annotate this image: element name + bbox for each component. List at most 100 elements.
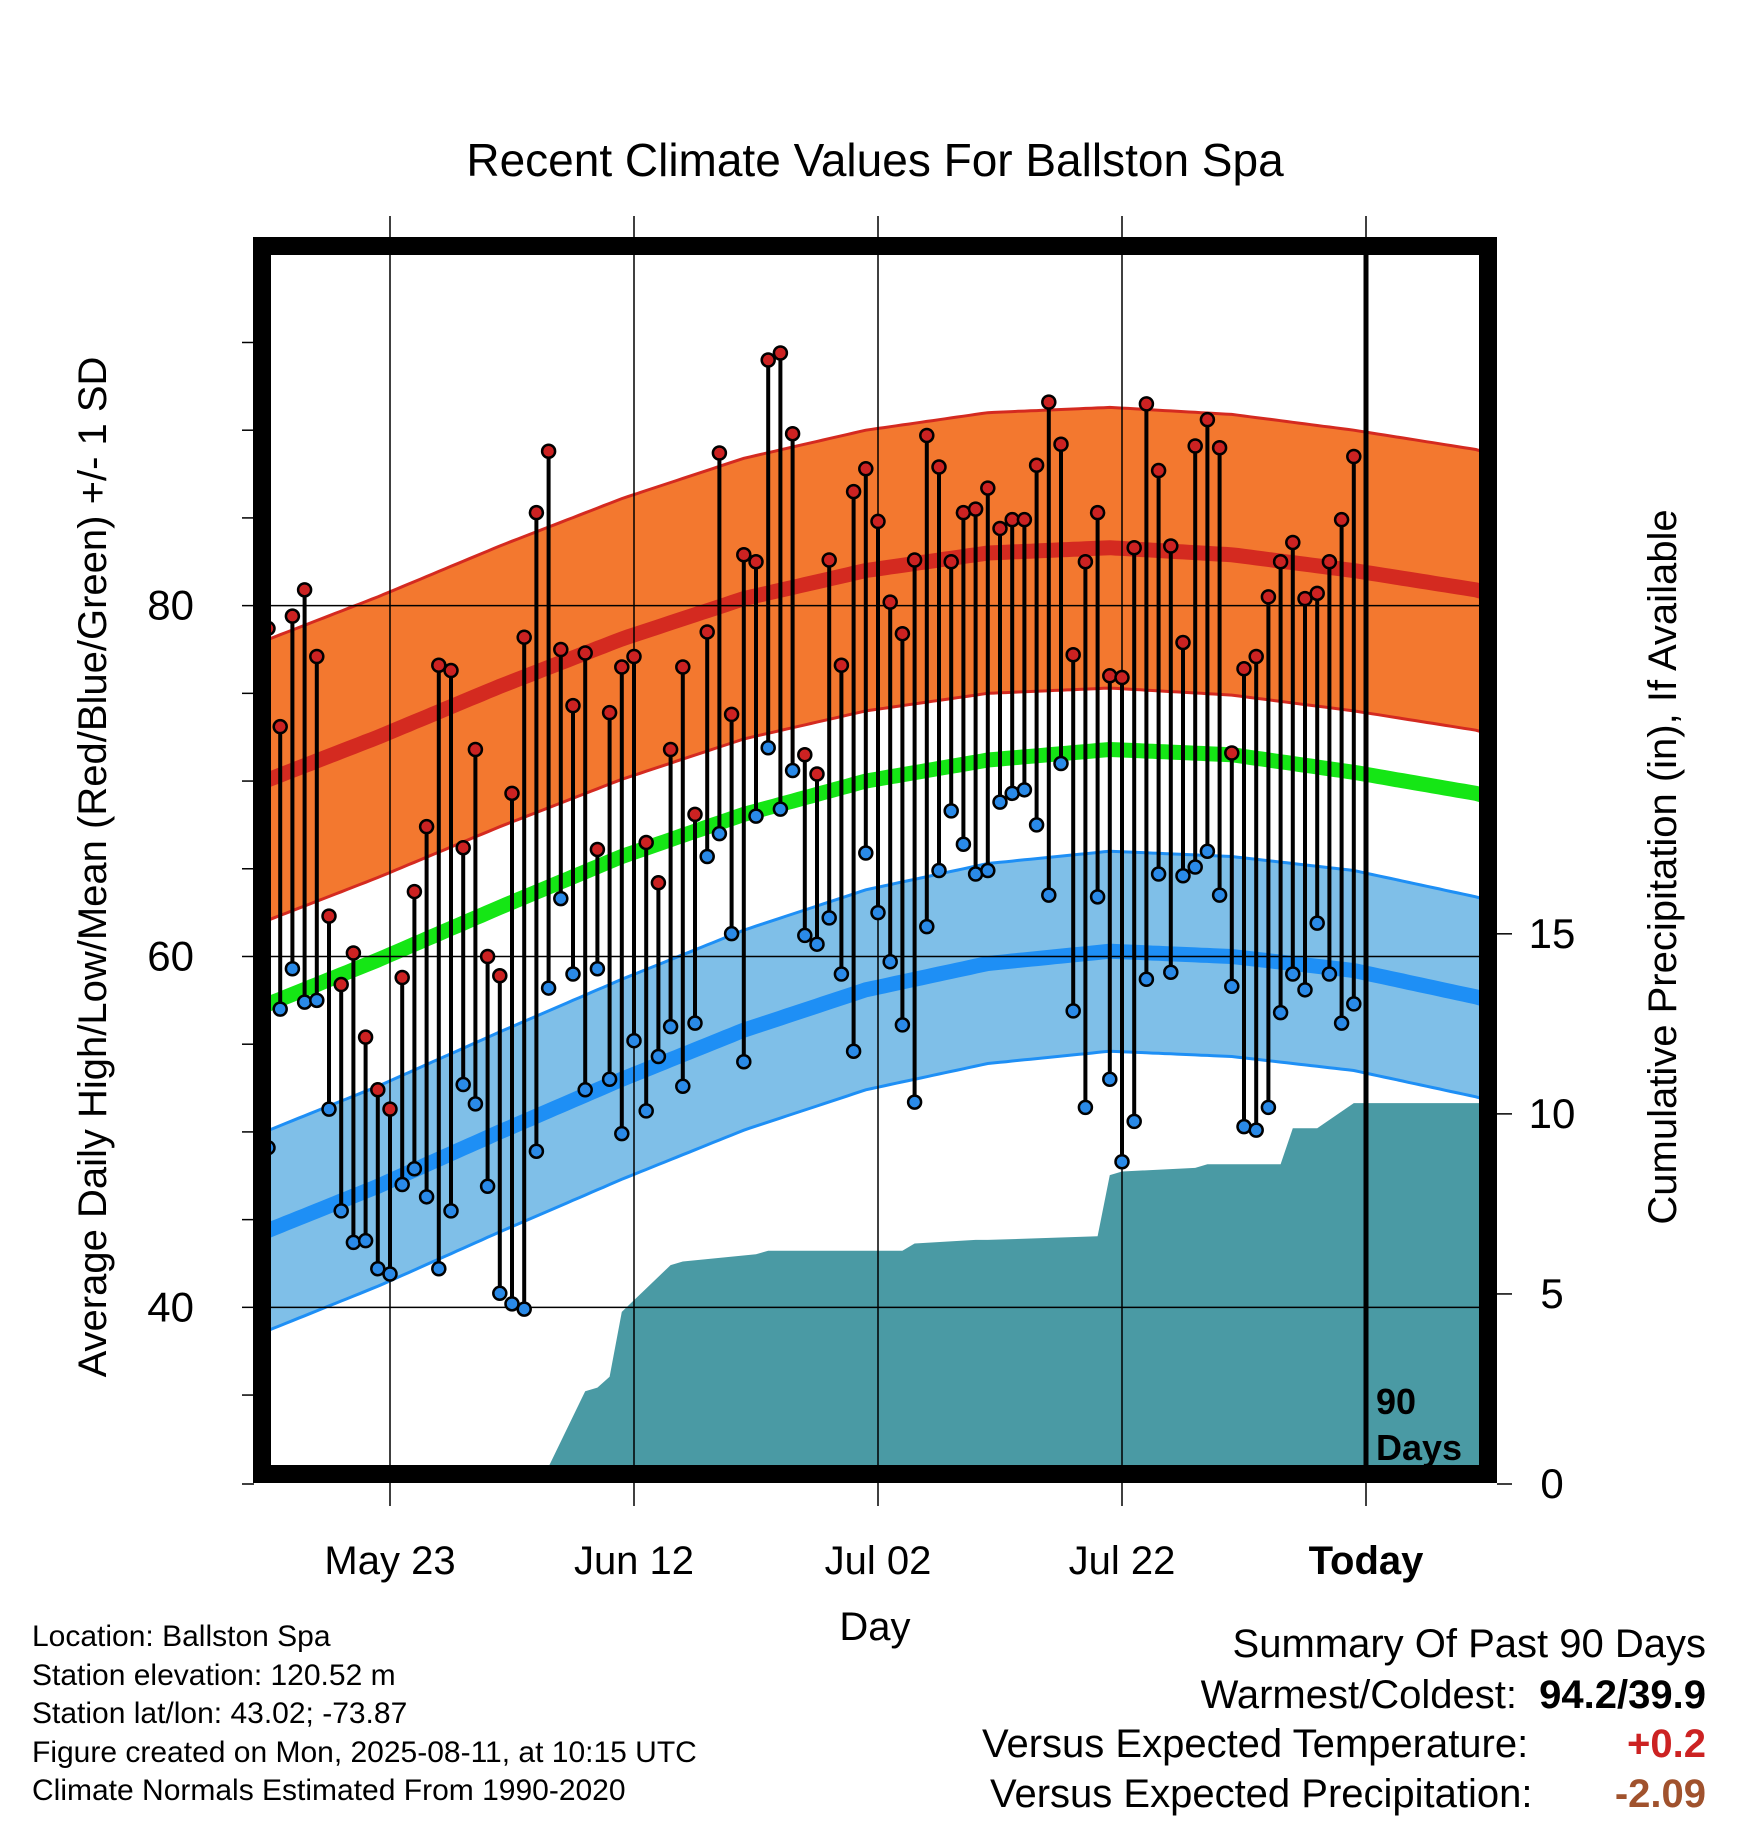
y2-tick-label: 5 (1540, 1270, 1563, 1317)
daily-low-point (662, 1018, 679, 1035)
y-tick-label: 60 (147, 932, 194, 979)
daily-low-point (906, 1094, 923, 1110)
daily-high-point (662, 741, 679, 758)
daily-high-point (357, 1029, 374, 1045)
high-normal-band (262, 407, 1488, 923)
daily-low-point (638, 1103, 654, 1119)
daily-high-point (345, 945, 362, 961)
plot-frame (253, 237, 1497, 1483)
daily-low-point (736, 1053, 752, 1070)
x-tick-label: May 23 (324, 1539, 455, 1583)
y-axis-label: Average Daily High/Low/Mean (Red/Blue/Gr… (71, 357, 115, 1378)
daily-low-point (1150, 866, 1167, 882)
today-marker-days: 90 (1376, 1381, 1416, 1422)
daily-low-point (406, 1161, 423, 1177)
daily-high-point (528, 504, 545, 521)
daily-low-point (1175, 868, 1191, 884)
daily-low-point (333, 1203, 349, 1219)
daily-high-point (1272, 554, 1289, 570)
daily-high-point (1297, 590, 1313, 607)
daily-high-point (1102, 668, 1118, 684)
daily-low-point (845, 1043, 862, 1059)
summary-temp-value-row: +0.2 (1627, 1722, 1706, 1767)
daily-high-point (553, 641, 569, 658)
summary-warmest-coldest: Warmest/Coldest: 94.2/39.9 (1201, 1673, 1706, 1718)
daily-low-point (577, 1082, 593, 1098)
daily-high-point (882, 594, 898, 610)
daily-high-point (894, 625, 911, 642)
daily-high-point (540, 443, 557, 460)
daily-high-point (1028, 457, 1045, 474)
daily-high-point (1077, 554, 1094, 570)
plot-area: 90 Days 40 60 80 0 5 10 15 May 23 Jun 12 Jul 02 Jul … (147, 216, 1575, 1583)
daily-low-point (467, 1096, 484, 1112)
daily-high-point (1333, 511, 1350, 528)
daily-low-point (894, 1017, 911, 1033)
daily-low-point (418, 1189, 435, 1205)
daily-low-point (1138, 971, 1155, 988)
daily-high-point (1248, 648, 1264, 665)
normals-source-text: Climate Normals Estimated From 1990-2020 (32, 1774, 626, 1807)
today-marker-label: Days (1376, 1427, 1462, 1468)
daily-high-point (382, 1101, 398, 1117)
daily-high-point (797, 746, 813, 763)
elevation-text: Station elevation: 120.52 m (32, 1658, 396, 1692)
daily-low-point (675, 1078, 691, 1095)
daily-high-point (858, 461, 874, 477)
daily-low-point (614, 1125, 630, 1142)
daily-low-point (1285, 966, 1301, 982)
daily-high-point (699, 624, 715, 640)
daily-low-point (858, 845, 874, 861)
daily-low-point (748, 808, 764, 824)
daily-low-point (479, 1178, 496, 1195)
chart-title: Recent Climate Values For Ballston Spa (466, 134, 1284, 186)
daily-high-point (309, 648, 325, 665)
daily-high-point (406, 883, 423, 900)
daily-high-point (1150, 462, 1167, 479)
daily-low-point (833, 966, 850, 982)
daily-low-point (809, 936, 825, 952)
x-tick-label: Jul 02 (825, 1539, 932, 1583)
daily-low-point (601, 1071, 618, 1088)
vs-temp-label: Versus Expected Temperature: (982, 1722, 1529, 1766)
daily-high-point (1138, 396, 1155, 412)
daily-high-point (565, 697, 581, 714)
daily-high-point (1187, 438, 1203, 454)
daily-low-point (1126, 1113, 1142, 1130)
daily-high-point (1285, 534, 1301, 551)
daily-high-point (492, 968, 508, 984)
daily-high-point (479, 948, 496, 965)
daily-high-point (1016, 511, 1033, 528)
daily-low-point (284, 961, 301, 977)
summary-temp-label-row: Versus Expected Temperature: (982, 1722, 1528, 1767)
daily-low-point (1321, 966, 1338, 982)
daily-low-point (943, 803, 959, 819)
daily-high-point (638, 834, 654, 851)
daily-high-point (931, 459, 947, 475)
daily-high-point (870, 513, 886, 530)
low-normal-line (262, 943, 1488, 1242)
daily-low-point (455, 1076, 471, 1093)
daily-high-point (370, 1082, 386, 1098)
daily-low-point (1297, 982, 1313, 998)
daily-high-point (601, 704, 618, 721)
daily-high-point (967, 501, 984, 517)
y2-tick-label: 10 (1529, 1090, 1576, 1137)
daily-low-point (723, 925, 740, 942)
daily-low-point (394, 1176, 410, 1193)
daily-high-point (906, 552, 923, 568)
vs-precip-label: Versus Expected Precipitation: (990, 1772, 1533, 1816)
daily-high-point (431, 657, 447, 674)
daily-high-point (723, 706, 740, 723)
daily-low-point (1187, 859, 1203, 875)
low-normal-band (262, 851, 1488, 1333)
warmest-coldest-value: 94.2/39.9 (1539, 1673, 1706, 1717)
daily-low-point (1199, 843, 1216, 859)
daily-high-point (296, 582, 313, 598)
daily-low-point (760, 739, 776, 756)
daily-low-point (1053, 755, 1069, 772)
x-tick-label: Jun 12 (574, 1539, 694, 1583)
daily-low-point (382, 1266, 398, 1282)
daily-low-point (1309, 915, 1325, 931)
